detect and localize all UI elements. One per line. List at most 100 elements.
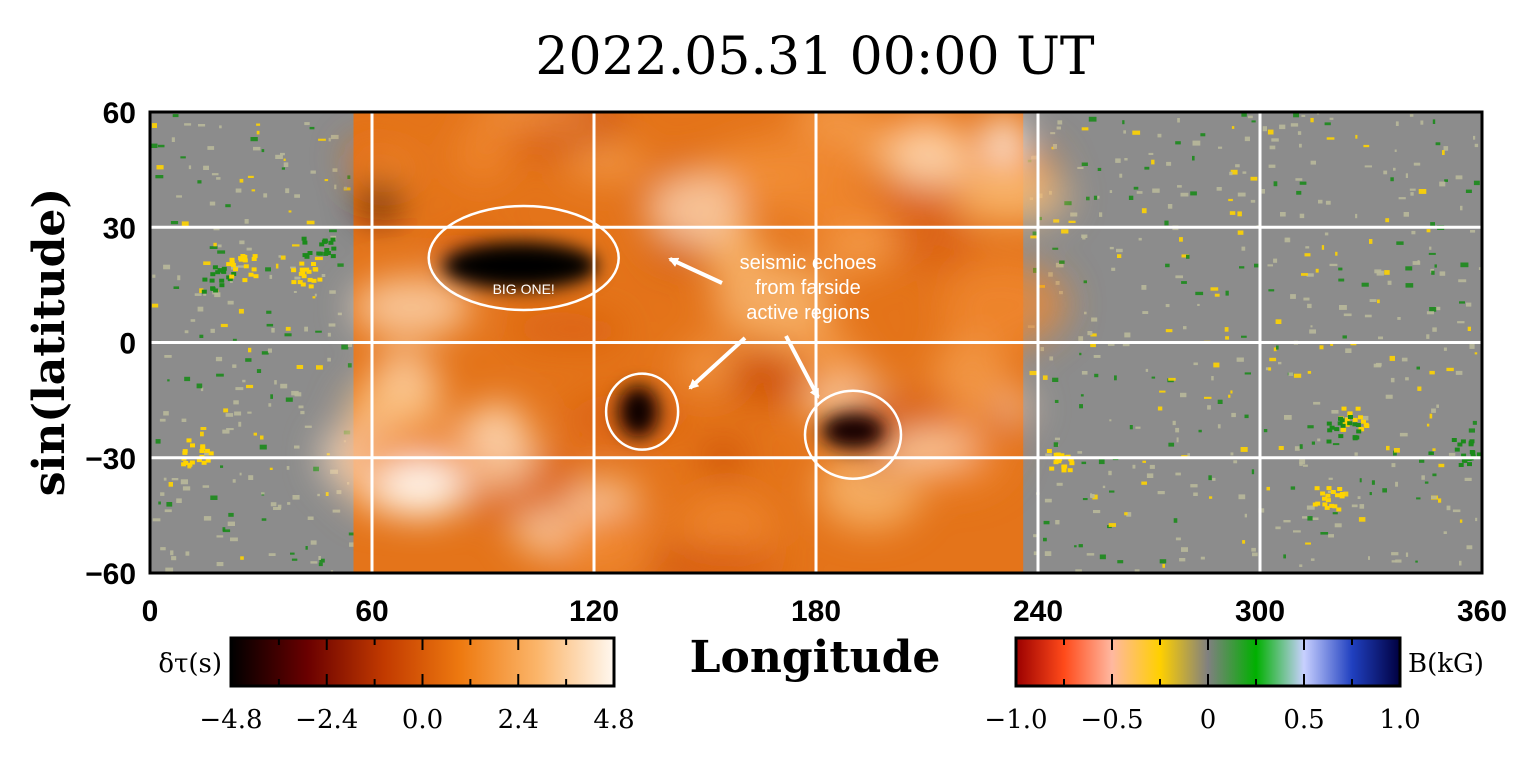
magnetogram-speck xyxy=(1283,554,1286,559)
magnetogram-speck xyxy=(348,532,355,536)
magnetogram-speck xyxy=(1032,231,1039,236)
magnetogram-speck xyxy=(232,364,237,368)
active-region-speck xyxy=(1067,468,1073,473)
magnetogram-speck xyxy=(1250,176,1258,181)
colorbar-tick-label: 2.4 xyxy=(498,705,539,735)
active-region-speck xyxy=(1339,492,1345,496)
x-axis-label: Longitude xyxy=(690,632,941,683)
magnetogram-speck xyxy=(1231,126,1235,129)
magnetogram-speck xyxy=(1123,130,1126,134)
magnetogram-speck xyxy=(1053,442,1059,447)
magnetogram-speck xyxy=(200,431,204,437)
farside-blob xyxy=(940,261,1068,348)
active-region-speck xyxy=(324,248,330,252)
magnetogram-speck xyxy=(229,279,233,283)
magnetogram-speck xyxy=(225,413,234,417)
active-region-speck xyxy=(325,251,331,255)
magnetogram-speck xyxy=(1082,498,1088,501)
magnetogram-speck xyxy=(1288,372,1294,376)
magnetogram-speck xyxy=(261,492,265,495)
magnetogram-speck xyxy=(273,507,281,510)
magnetogram-speck xyxy=(1212,477,1216,481)
magnetogram-speck xyxy=(180,156,186,159)
y-tick-label: 0 xyxy=(119,328,136,361)
magnetogram-speck xyxy=(184,330,189,334)
active-region-speck xyxy=(1359,427,1365,432)
magnetogram-speck xyxy=(1401,357,1408,362)
magnetogram-speck xyxy=(215,356,223,362)
bright-patch xyxy=(986,114,1023,163)
magnetogram-speck xyxy=(1241,113,1247,117)
annotation-text-line: from farside xyxy=(755,277,861,299)
magnetogram-speck xyxy=(253,432,257,436)
magnetogram-speck xyxy=(1280,212,1286,217)
active-region-speck xyxy=(1329,425,1335,430)
magnetogram-speck xyxy=(207,146,215,150)
active-region-speck xyxy=(215,270,221,275)
magnetogram-speck xyxy=(197,306,204,312)
magnetogram-speck xyxy=(1443,146,1449,151)
magnetogram-speck xyxy=(321,274,326,277)
colorbar-tick-label: −0.5 xyxy=(1080,705,1143,735)
magnetogram-speck xyxy=(204,450,210,456)
colorbar-tick-label: 4.8 xyxy=(593,705,634,735)
magnetogram-speck xyxy=(266,310,272,314)
magnetogram-speck xyxy=(1091,317,1098,322)
magnetogram-speck xyxy=(163,411,169,416)
active-region-speck xyxy=(291,268,297,273)
magnetogram-speck xyxy=(1175,472,1181,476)
magnetogram-speck xyxy=(203,293,207,296)
magnetogram-speck xyxy=(1390,377,1395,383)
magnetogram-speck xyxy=(1225,336,1229,340)
magnetogram-speck xyxy=(1326,137,1335,140)
magnetogram-speck xyxy=(163,264,171,270)
magnetogram-speck xyxy=(1416,366,1420,370)
plot-area xyxy=(150,112,1482,573)
magnetogram-speck xyxy=(271,328,275,333)
y-axis-label: sin(latitude) xyxy=(24,188,75,496)
annotation-arrow xyxy=(688,336,747,390)
magnetogram-speck xyxy=(1405,266,1413,271)
active-region-speck xyxy=(205,458,211,463)
magnetogram-speck xyxy=(1331,410,1339,414)
magnetogram-speck xyxy=(1286,237,1290,241)
magnetogram-speck xyxy=(290,266,296,269)
magnetogram-speck xyxy=(190,319,196,322)
magnetogram-speck xyxy=(217,244,222,248)
active-region-speck xyxy=(304,267,310,272)
magnetogram-speck xyxy=(227,300,234,305)
active-region-speck xyxy=(319,242,325,247)
magnetogram-speck xyxy=(314,256,323,261)
magnetogram-speck xyxy=(219,125,222,129)
magnetogram-speck xyxy=(1419,459,1425,463)
magnetogram-speck xyxy=(1470,230,1476,233)
magnetogram-speck xyxy=(1332,443,1340,446)
active-region-speck xyxy=(1046,449,1052,453)
magnetogram-speck xyxy=(329,290,336,294)
active-region-speck xyxy=(1334,427,1340,432)
magnetogram-speck xyxy=(1377,299,1380,304)
magnetogram-speck xyxy=(1237,211,1242,217)
active-region-speck xyxy=(229,274,235,279)
magnetogram-speck xyxy=(327,332,331,337)
magnetogram-speck xyxy=(1179,558,1186,562)
dark-patch xyxy=(359,182,400,219)
magnetogram-speck xyxy=(210,328,215,333)
x-tick-label: 60 xyxy=(355,595,388,628)
colorbar-tick-label: 0.0 xyxy=(402,705,443,735)
active-region-speck xyxy=(323,251,329,256)
magnetogram-speck xyxy=(1405,173,1408,178)
magnetogram-speck xyxy=(1409,114,1414,117)
magnetogram-speck xyxy=(1397,317,1401,320)
magnetogram-speck xyxy=(1145,368,1149,372)
magnetogram-speck xyxy=(266,323,274,327)
magnetogram-speck xyxy=(1086,196,1090,201)
magnetogram-speck xyxy=(256,130,260,135)
active-region-speck xyxy=(1476,452,1482,457)
magnetogram-speck xyxy=(1457,321,1465,324)
magnetogram-speck xyxy=(298,405,304,409)
active-region-speck xyxy=(1340,423,1346,428)
farside-signals xyxy=(442,241,885,449)
active-region-speck xyxy=(219,278,225,283)
active-region-speck xyxy=(1355,406,1361,411)
